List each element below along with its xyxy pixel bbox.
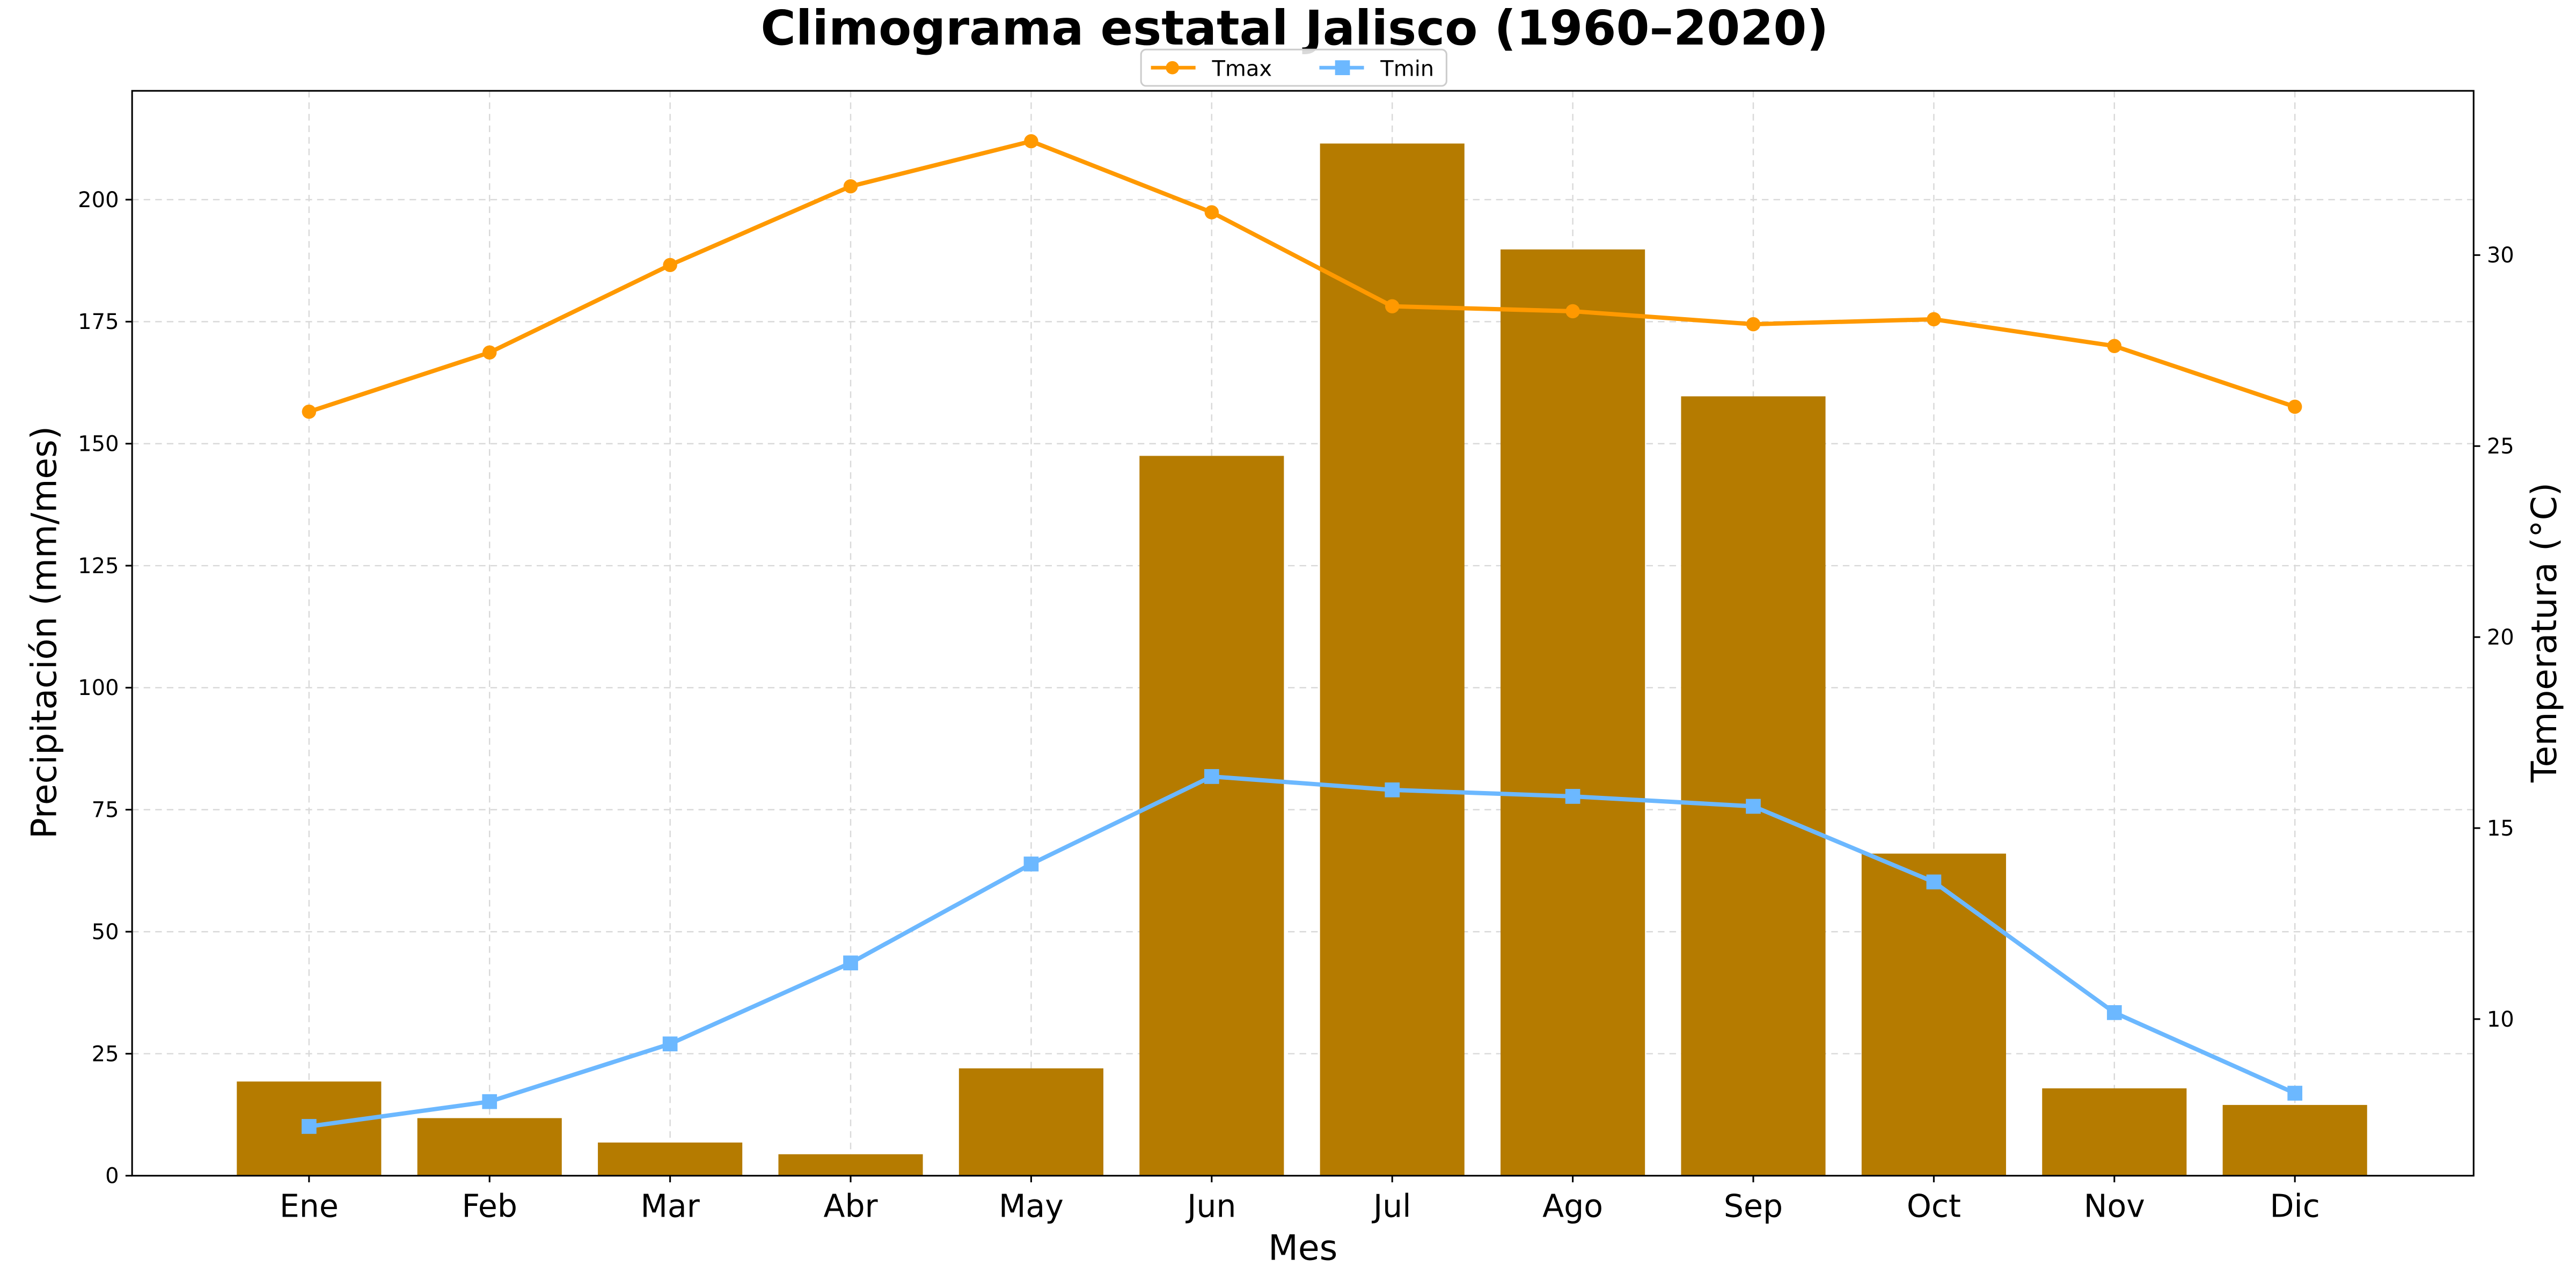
x-tick-label: Mar	[640, 1188, 700, 1225]
point-tmax	[2107, 339, 2122, 353]
legend-tmax-label: Tmax	[1211, 57, 1272, 82]
point-tmax	[482, 345, 497, 360]
plot-frame	[131, 90, 2475, 1177]
y-tick-label: 100	[78, 676, 119, 700]
x-tick-label: Jul	[1371, 1188, 1411, 1225]
precip-bar-feb	[417, 1118, 562, 1176]
legend-frame	[1140, 48, 1447, 87]
x-tick-label: Ene	[280, 1188, 339, 1225]
point-tmin	[1746, 799, 1761, 814]
point-tmax	[1024, 134, 1038, 149]
x-tick-label: Abr	[823, 1188, 878, 1225]
x-tick-label: Ago	[1542, 1188, 1603, 1225]
point-tmin	[843, 955, 858, 971]
point-tmin	[662, 1036, 678, 1052]
precip-bar-jun	[1139, 456, 1284, 1176]
precip-bar-dic	[2222, 1104, 2367, 1176]
legend-tmax-marker	[1166, 61, 1179, 75]
point-tmax	[843, 179, 858, 194]
x-tick-label: Oct	[1907, 1188, 1961, 1225]
precip-bar-mar	[598, 1142, 743, 1176]
point-tmax	[1565, 304, 1580, 319]
grid	[132, 91, 2474, 1176]
point-tmin	[301, 1119, 317, 1134]
legend-tmin-label: Tmin	[1380, 57, 1434, 82]
point-tmin	[1385, 782, 1400, 797]
point-tmax	[302, 404, 317, 419]
point-tmax	[1927, 312, 1941, 327]
precip-bar-nov	[2042, 1088, 2187, 1176]
point-tmin	[1926, 874, 1942, 890]
line-tmax	[308, 138, 2296, 414]
y-axis-right-label: Temperatura (°C)	[2524, 482, 2565, 783]
y-tick-label: 125	[78, 554, 119, 579]
legend: Tmax Tmin	[1140, 48, 1447, 87]
precip-bar-may	[958, 1068, 1103, 1176]
right-axis-ticks: 10 15 20 25 30	[2473, 243, 2514, 1032]
x-axis-ticks: Ene Feb Mar Abr May Jun Jul Ago Sep Oct Nov Dic	[280, 1175, 2320, 1225]
y-tick-label: 200	[78, 188, 119, 213]
precip-bar-sep	[1681, 396, 1826, 1176]
y-axis-label: Precipitación (mm/mes)	[25, 426, 65, 839]
y-tick-label: 150	[78, 432, 119, 457]
x-tick-label: Sep	[1724, 1188, 1783, 1225]
y-right-tick-label: 20	[2487, 625, 2514, 650]
point-tmax	[1204, 205, 1219, 219]
point-tmax	[663, 258, 677, 273]
y-tick-label: 50	[92, 920, 119, 945]
y-tick-label: 175	[78, 310, 119, 334]
y-right-tick-label: 10	[2487, 1007, 2514, 1032]
point-tmax	[1385, 299, 1400, 313]
point-tmin	[2287, 1086, 2303, 1101]
x-axis-label: Mes	[1268, 1228, 1337, 1269]
point-tmax	[2287, 399, 2302, 414]
x-tick-label: Feb	[462, 1188, 517, 1225]
precipitation-bars	[237, 143, 2367, 1176]
y-tick-label: 25	[92, 1042, 119, 1066]
point-tmin	[1204, 769, 1219, 784]
x-tick-label: Nov	[2084, 1188, 2145, 1225]
y-right-tick-label: 15	[2487, 816, 2514, 841]
legend-tmin-marker	[1335, 60, 1350, 75]
y-right-tick-label: 25	[2487, 434, 2514, 459]
x-tick-label: Jun	[1185, 1188, 1236, 1225]
point-tmin	[1023, 857, 1039, 872]
point-tmin	[482, 1094, 497, 1109]
point-tmin	[2106, 1005, 2122, 1020]
left-axis-ticks: 0 25 50 75 100 125 150 175 200	[78, 188, 133, 1189]
x-tick-label: Dic	[2270, 1188, 2320, 1225]
point-tmax	[1746, 317, 1761, 332]
y-tick-label: 75	[92, 798, 119, 823]
precip-bar-jul	[1320, 143, 1465, 1176]
precip-bar-oct	[1861, 853, 2006, 1176]
x-tick-label: May	[999, 1188, 1064, 1225]
y-right-tick-label: 30	[2487, 243, 2514, 268]
point-tmin	[1565, 789, 1580, 804]
precip-bar-abr	[778, 1154, 923, 1176]
precip-bar-ago	[1501, 249, 1645, 1176]
temperature-lines	[301, 134, 2303, 1134]
y-tick-label: 0	[105, 1164, 119, 1189]
line-tmin	[309, 774, 2296, 1129]
chart-title: Climograma estatal Jalisco (1960–2020)	[760, 1, 1828, 56]
